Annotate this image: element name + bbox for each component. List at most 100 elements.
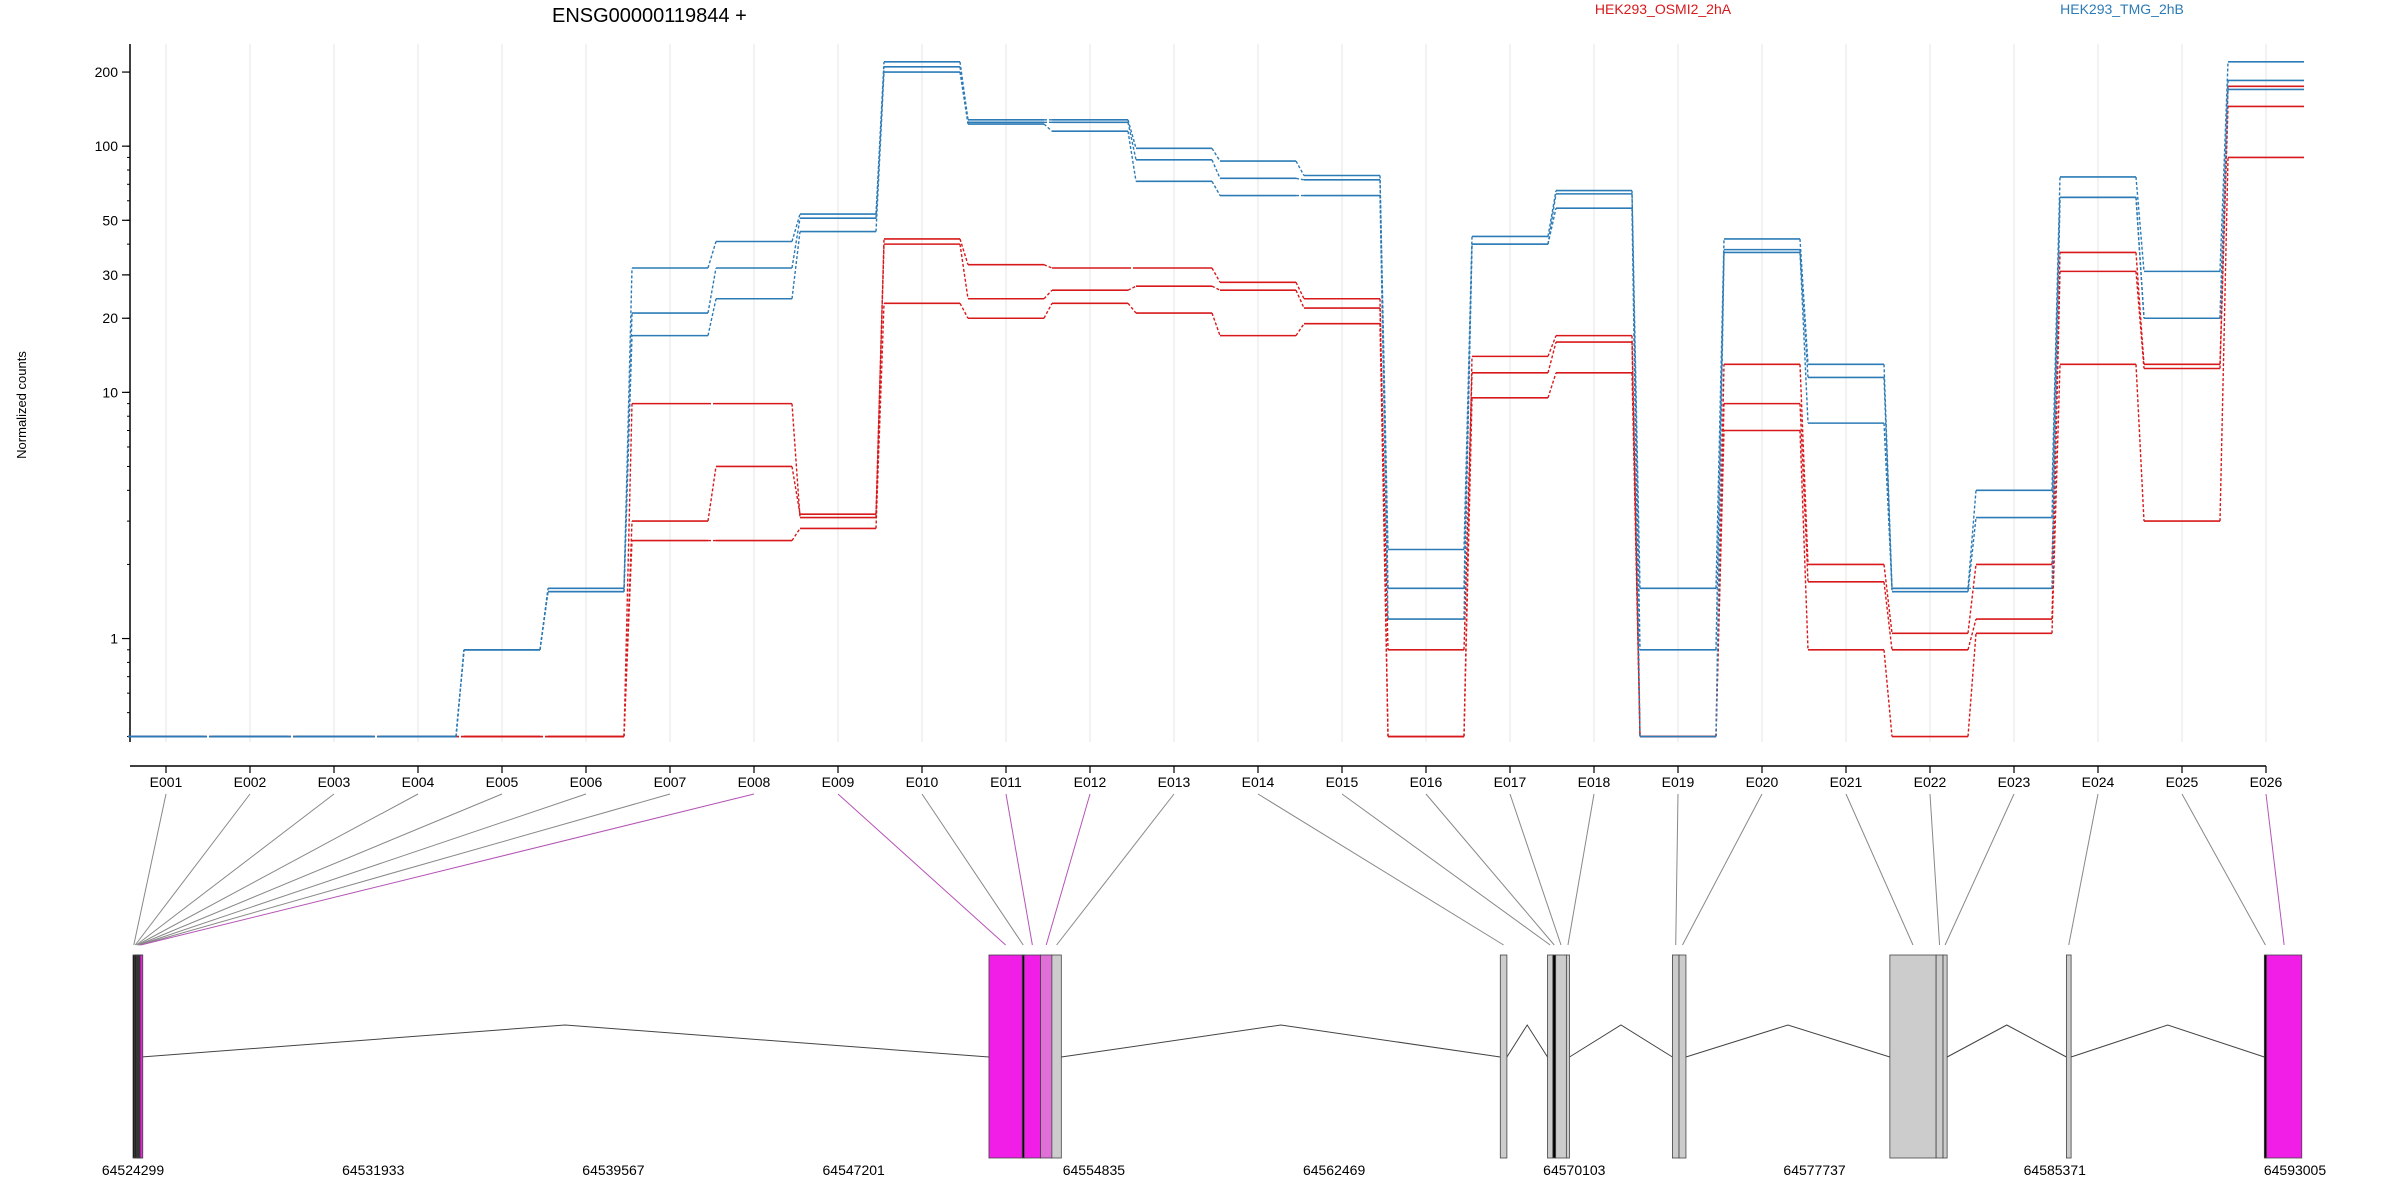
series-connector	[1211, 267, 1221, 283]
exon-connector	[1005, 793, 1033, 946]
exon-connector	[1045, 793, 1091, 946]
series-connector	[1127, 131, 1137, 182]
series-connector	[2135, 364, 2145, 522]
series-connector	[1211, 159, 1221, 179]
series-connector	[1883, 649, 1893, 737]
series-connector	[539, 591, 549, 650]
series-connector	[1547, 341, 1557, 374]
series-line	[128, 85, 2304, 738]
exon-connector	[1675, 793, 1679, 946]
series-connector	[1799, 403, 1809, 582]
series-connector	[623, 540, 633, 737]
exon-connector-lines	[133, 793, 2285, 946]
series-connector	[539, 591, 549, 650]
series-connector	[1043, 302, 1053, 319]
exon-box	[1565, 954, 1570, 1159]
exon-box	[1547, 954, 1554, 1159]
series-line	[128, 156, 2304, 738]
series-connector	[1883, 581, 1893, 650]
intron-line	[2070, 1024, 2265, 1058]
exon-connector	[2068, 793, 2099, 946]
genomic-tick-label: 64562469	[1303, 1162, 1366, 1178]
series-line	[128, 105, 2304, 738]
genomic-tick-label: 64577737	[1783, 1162, 1846, 1178]
x-axis: E001 E002 E003 E004 E005 E006 E007 E008 E009 E010…	[130, 765, 2283, 790]
series-connector	[1211, 312, 1221, 336]
exon-box	[988, 954, 1023, 1159]
exon-box	[1935, 954, 1944, 1159]
series-connector	[1967, 633, 1977, 737]
exon-connector	[1845, 793, 1914, 946]
exon-connector	[1509, 793, 1562, 946]
exon-connector	[140, 793, 755, 946]
series-connector	[1211, 285, 1221, 291]
series-connector	[2219, 157, 2229, 522]
series-connector	[1799, 364, 1809, 565]
series-connector	[1547, 193, 1557, 245]
exon-connector	[134, 793, 251, 946]
series-connector	[959, 244, 969, 299]
series-connector	[1127, 285, 1137, 291]
gene-model	[132, 954, 2303, 1159]
series-connector	[1967, 564, 1977, 634]
series-connector	[623, 335, 633, 592]
x-tick-label: E024	[2082, 774, 2115, 790]
series-connector	[455, 649, 465, 737]
series-connector	[1043, 264, 1053, 269]
series-connector	[791, 466, 801, 515]
genomic-tick-label: 64570103	[1543, 1162, 1606, 1178]
series-connector	[1547, 372, 1557, 399]
exon-box	[1499, 954, 1508, 1159]
genomic-tick-label: 64554835	[1063, 1162, 1126, 1178]
series-connector	[2219, 106, 2229, 369]
series-connector	[1043, 289, 1053, 300]
y-axis: 1 10 20 30 50 100 200	[95, 44, 131, 742]
series-connector	[875, 238, 885, 518]
series-connector	[1883, 377, 1893, 592]
x-tick-label: E013	[1158, 774, 1191, 790]
genomic-tick-label: 64593005	[2264, 1162, 2327, 1178]
exon-connector	[1567, 793, 1595, 946]
genomic-tick-label: 64539567	[582, 1162, 645, 1178]
series-connector	[959, 61, 969, 120]
exon-connector	[1257, 793, 1504, 946]
x-tick-label: E002	[234, 774, 267, 790]
legend-entry-osmi2: HEK293_OSMI2_2hA	[1595, 1, 1732, 17]
exon-connector	[921, 793, 1024, 946]
series-connector	[707, 298, 717, 336]
x-tick-label: E006	[570, 774, 603, 790]
exon-connector	[138, 793, 503, 946]
exon-connector	[1056, 793, 1175, 946]
series-connector	[1883, 364, 1893, 589]
exon-box	[1672, 954, 1680, 1159]
series-connector	[875, 303, 885, 529]
series-connector	[623, 403, 633, 737]
series-connector	[1379, 195, 1389, 620]
x-tick-label: E026	[2250, 774, 2283, 790]
gene-title: ENSG00000119844 +	[552, 5, 747, 27]
series-connector	[791, 231, 801, 299]
series-connector	[1799, 252, 1809, 424]
exon-box	[1051, 954, 1062, 1159]
series-layer	[128, 61, 2304, 738]
exon-connector	[1682, 793, 1763, 946]
series-connector	[1043, 123, 1053, 132]
exon-box	[1040, 954, 1053, 1159]
series-connector	[2135, 197, 2145, 319]
intron-line	[1946, 1024, 2067, 1058]
y-tick-label: 50	[102, 212, 118, 228]
series-connector	[2051, 197, 2061, 589]
x-tick-label: E011	[990, 774, 1022, 790]
series-connector	[1295, 160, 1305, 176]
series-connector	[455, 649, 465, 737]
exon-connector	[1425, 793, 1555, 946]
x-tick-label: E001	[150, 774, 183, 790]
series-connector	[1967, 517, 1977, 592]
series-connector	[1715, 252, 1725, 737]
x-tick-label: E016	[1410, 774, 1443, 790]
legend-entry-tmg: HEK293_TMG_2hB	[2060, 1, 2184, 17]
exon-connector	[2265, 793, 2285, 946]
exon-box	[1942, 954, 1948, 1159]
series-connector	[959, 302, 969, 319]
exon-connector	[139, 793, 671, 946]
